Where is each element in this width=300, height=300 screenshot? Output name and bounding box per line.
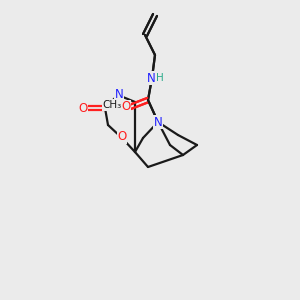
Text: O: O: [117, 130, 127, 143]
Text: N: N: [154, 116, 162, 128]
Text: O: O: [122, 100, 130, 113]
Text: N: N: [147, 71, 155, 85]
Text: N: N: [115, 88, 123, 101]
Text: O: O: [78, 101, 88, 115]
Text: H: H: [156, 73, 164, 83]
Text: CH₃: CH₃: [102, 100, 122, 110]
